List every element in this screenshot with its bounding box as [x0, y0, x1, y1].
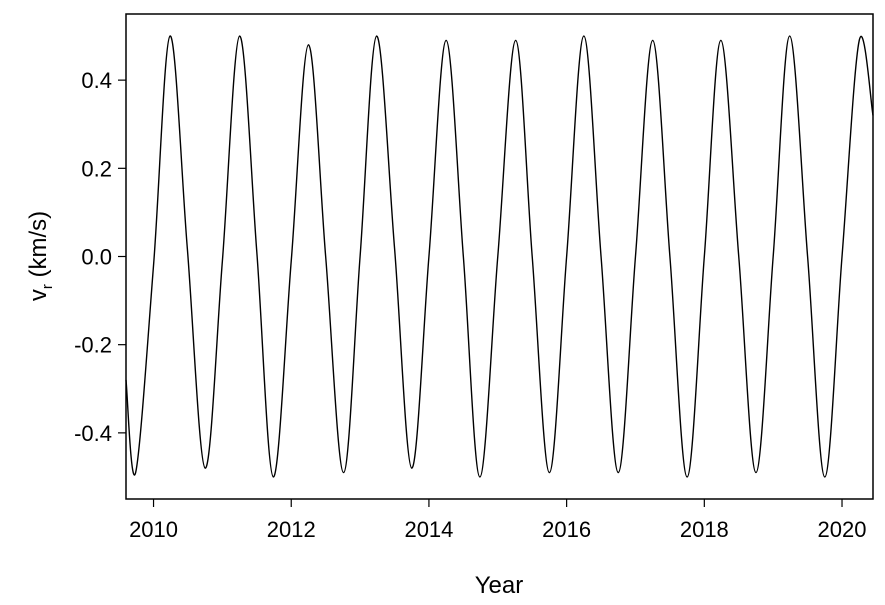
x-axis-title: Year	[475, 572, 524, 599]
y-axis-title-subscript: r	[39, 284, 56, 289]
y-tick-label: -0.4	[74, 421, 112, 446]
x-tick-label: 2010	[129, 517, 178, 542]
y-axis-title-units: (km/s)	[25, 211, 52, 284]
x-tick-label: 2018	[680, 517, 729, 542]
y-tick-label: -0.2	[74, 333, 112, 358]
x-tick-label: 2016	[542, 517, 591, 542]
x-axis: 2010 2012 2014 2016 2018 2020	[129, 499, 866, 542]
x-tick-label: 2014	[404, 517, 453, 542]
x-tick-label: 2012	[267, 517, 316, 542]
plot-frame	[125, 13, 874, 500]
y-axis: -0.4 -0.2 0.0 0.2 0.4	[74, 68, 126, 446]
y-tick-label: 0.2	[81, 156, 112, 181]
y-tick-label: 0.0	[81, 245, 112, 270]
x-tick-label: 2020	[818, 517, 867, 542]
y-axis-title: vr (km/s)	[25, 211, 56, 301]
y-axis-title-main: v	[25, 289, 52, 301]
series-layer	[125, 35, 874, 478]
series-line-0	[125, 35, 874, 478]
y-tick-label: 0.4	[81, 68, 112, 93]
